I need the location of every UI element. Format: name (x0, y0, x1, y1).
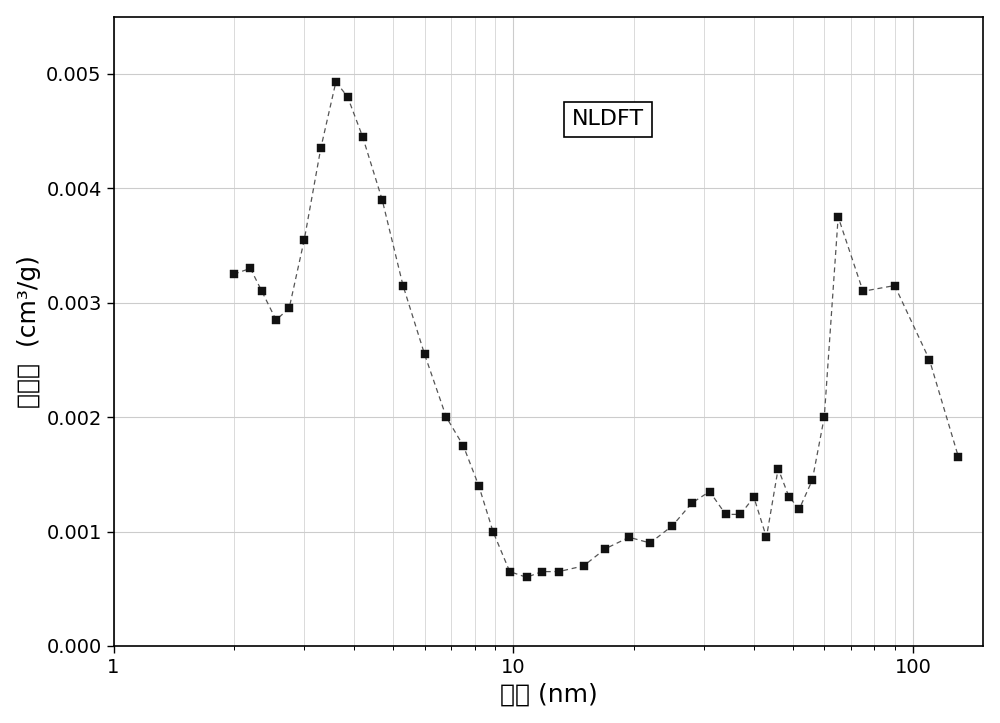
X-axis label: 孔径 (nm): 孔径 (nm) (500, 683, 597, 706)
Y-axis label: 孔体积  (cm³/g): 孔体积 (cm³/g) (17, 255, 41, 408)
Text: NLDFT: NLDFT (572, 109, 644, 129)
